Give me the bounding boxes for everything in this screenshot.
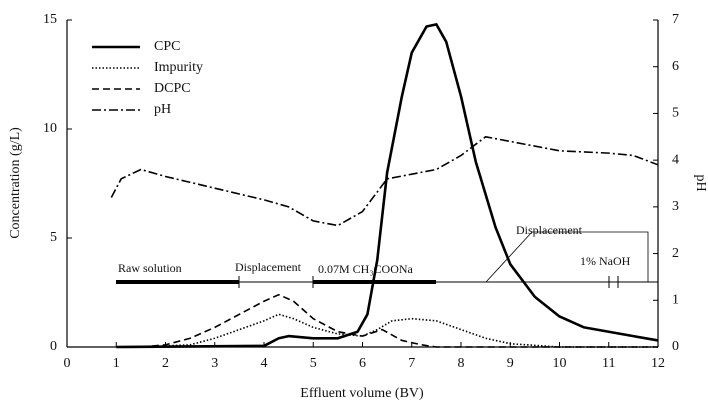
x-tick-label: 9 xyxy=(507,356,514,371)
y2-tick-label: 7 xyxy=(672,12,679,27)
legend-label: Impurity xyxy=(154,60,203,75)
annotation: 1% NaOH xyxy=(580,254,631,268)
y2-tick-label: 3 xyxy=(672,199,679,214)
y2-tick-label: 0 xyxy=(672,339,679,354)
annotation: Displacement xyxy=(516,223,583,237)
y2-tick-label: 4 xyxy=(672,152,679,167)
annotation: 0.07M CH₃COONa xyxy=(318,262,414,276)
leader-line xyxy=(598,231,649,282)
y2-axis-label: pH xyxy=(693,174,708,191)
x-tick-label: 3 xyxy=(211,356,218,371)
y2-tick-label: 5 xyxy=(672,106,679,121)
y-axis-label: Concentration (g/L) xyxy=(8,127,23,239)
x-tick-label: 0 xyxy=(64,356,71,371)
annotation: Raw solution xyxy=(118,261,182,275)
legend-label: CPC xyxy=(154,39,180,54)
x-tick-label: 7 xyxy=(408,356,415,371)
leader-line xyxy=(485,231,598,283)
x-tick-label: 6 xyxy=(359,356,366,371)
legend-label: pH xyxy=(154,102,171,117)
y-tick-label: 15 xyxy=(43,12,57,27)
x-tick-label: 8 xyxy=(458,356,465,371)
legend-label: DCPC xyxy=(154,81,191,96)
series-line xyxy=(140,313,658,348)
x-tick-label: 12 xyxy=(651,356,665,371)
y-tick-label: 10 xyxy=(43,121,57,136)
y2-tick-label: 2 xyxy=(672,246,679,261)
series-line xyxy=(110,135,659,227)
annotation: Displacement xyxy=(235,260,302,274)
x-tick-label: 11 xyxy=(602,356,615,371)
x-tick-label: 4 xyxy=(261,356,268,371)
y2-tick-label: 1 xyxy=(672,293,679,308)
x-axis-label: Effluent volume (BV) xyxy=(300,386,424,401)
x-tick-label: 10 xyxy=(553,356,567,371)
y-tick-label: 0 xyxy=(50,339,57,354)
x-tick-label: 2 xyxy=(162,356,169,371)
y-tick-label: 5 xyxy=(50,230,57,245)
y2-tick-label: 6 xyxy=(672,59,679,74)
series-line xyxy=(140,293,658,348)
series-line xyxy=(116,23,659,349)
x-tick-label: 5 xyxy=(310,356,317,371)
x-tick-label: 1 xyxy=(113,356,120,371)
